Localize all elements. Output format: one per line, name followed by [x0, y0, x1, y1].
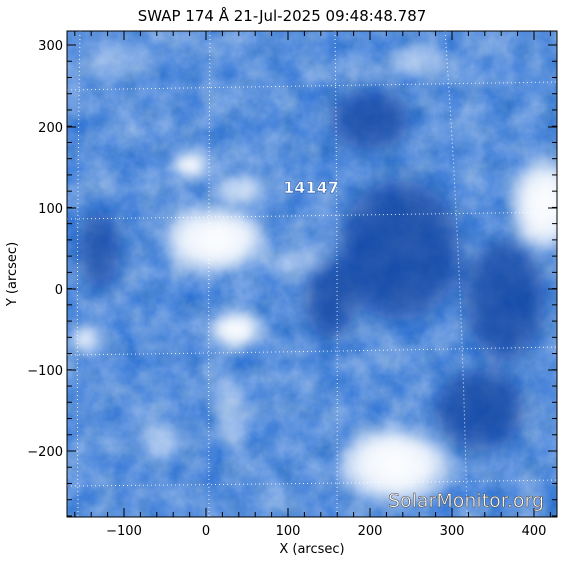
y-tick-label: 200	[38, 121, 63, 136]
plot-frame	[66, 30, 558, 518]
x-tick-label: 200	[358, 524, 383, 539]
x-axis-title: X (arcsec)	[279, 542, 344, 557]
y-tick-label: −200	[27, 445, 63, 460]
y-axis-title: Y (arcsec)	[5, 242, 20, 307]
y-tick-label: 0	[55, 283, 63, 298]
x-tick-label: −100	[106, 524, 142, 539]
minor-ticks	[67, 31, 557, 517]
x-tick-label: 400	[522, 524, 547, 539]
active-region-label: 14147	[283, 178, 339, 197]
image-title: SWAP 174 Å 21-Jul-2025 09:48:48.787	[138, 6, 427, 25]
watermark-text: SolarMonitor.org	[388, 490, 544, 512]
y-tick-label: 300	[38, 39, 63, 54]
x-tick-label: 100	[276, 524, 301, 539]
euv-image	[67, 31, 557, 517]
y-tick-label: −100	[27, 364, 63, 379]
x-tick-label: 300	[440, 524, 465, 539]
x-tick-label: 0	[202, 524, 210, 539]
heliographic-grid	[67, 31, 557, 517]
y-tick-label: 100	[38, 202, 63, 217]
